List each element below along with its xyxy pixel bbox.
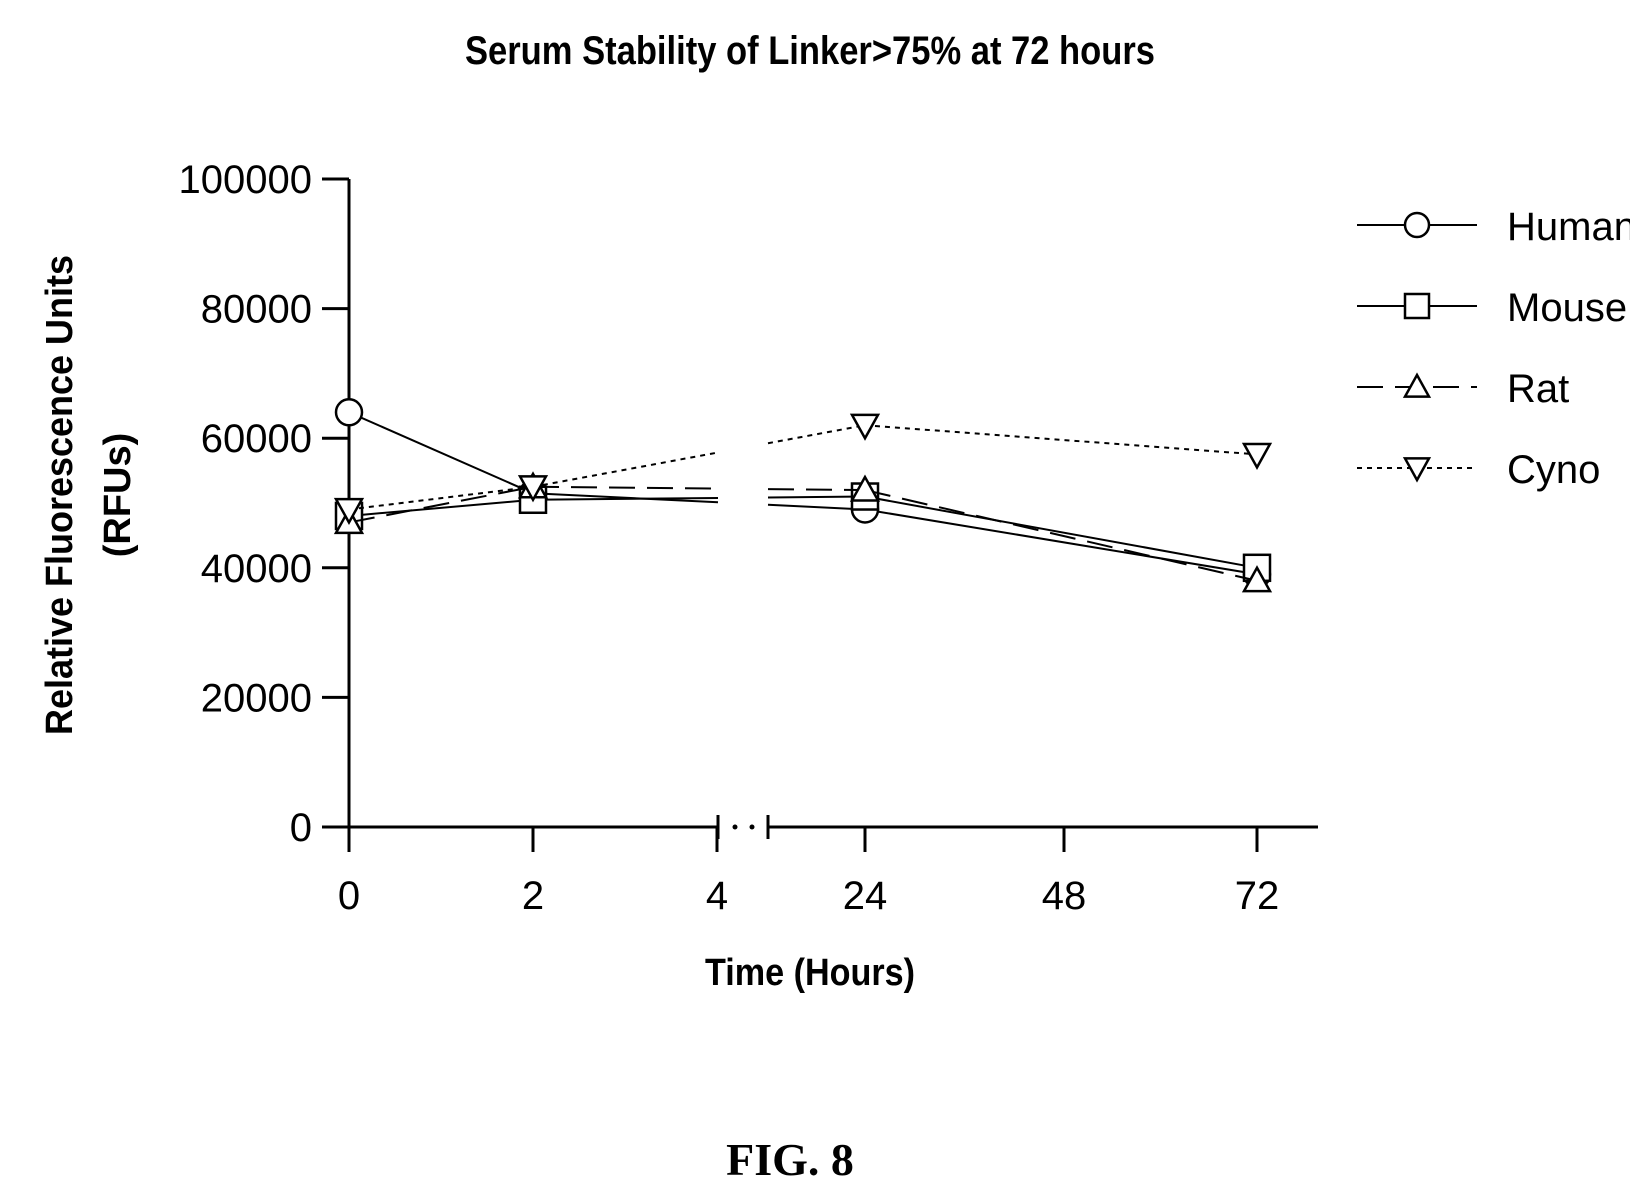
x-tick-label: 4 — [706, 874, 728, 918]
chart-title: Serum Stability of Linker>75% at 72 hour… — [465, 29, 1155, 73]
axes — [322, 179, 1318, 839]
axis-break-dot — [749, 824, 755, 830]
series-group — [333, 398, 1273, 593]
series-line-segment — [532, 485, 719, 490]
series-line-segment — [348, 411, 534, 495]
y-tick-label: 80000 — [201, 288, 312, 332]
legend-item-cyno: Cyno — [1357, 448, 1600, 492]
series-line-segment — [767, 503, 866, 511]
legend: Human Mouse Rat Cyno — [1357, 205, 1630, 492]
marker-triangle-down — [1241, 442, 1273, 470]
y-tick-label: 40000 — [201, 547, 312, 591]
x-tick-label: 24 — [843, 874, 888, 918]
marker-triangle-down — [849, 413, 881, 441]
y-axis-label-line2: (RFUs) — [97, 433, 139, 558]
series-line-segment — [767, 424, 866, 445]
series-line-segment — [864, 508, 1258, 576]
series-line-segment — [767, 488, 866, 492]
series-line-segment — [348, 485, 534, 524]
x-tick-label: 2 — [522, 874, 544, 918]
series-line-segment — [348, 485, 534, 511]
legend-label: Rat — [1507, 367, 1569, 411]
x-ticks: 0 2 4 24 48 72 — [338, 827, 1279, 918]
series-line-segment — [532, 451, 719, 488]
legend-label: Cyno — [1507, 448, 1600, 492]
marker-triangle-up — [849, 474, 881, 502]
x-axis-label: Time (Hours) — [705, 952, 915, 994]
series-line-segment — [532, 492, 719, 504]
legend-label: Mouse — [1507, 286, 1627, 330]
marker-triangle-down — [333, 497, 365, 526]
marker-square — [1403, 292, 1431, 320]
series-line-segment — [348, 498, 534, 517]
series-line-segment — [864, 424, 1258, 456]
series-line-segment — [864, 489, 1258, 582]
marker-circle — [334, 398, 364, 427]
legend-item-rat: Rat — [1357, 367, 1569, 411]
series-cyno — [333, 413, 1273, 526]
legend-item-mouse: Mouse — [1357, 286, 1627, 330]
y-tick-label: 60000 — [201, 417, 312, 461]
y-tick-label: 0 — [290, 806, 312, 850]
legend-label: Human — [1507, 205, 1630, 249]
axis-break-dot — [732, 824, 738, 830]
marker-triangle-up — [1402, 372, 1432, 398]
y-axis-label: Relative Fluorescence Units (RFUs) — [39, 255, 139, 735]
x-tick-label: 72 — [1235, 874, 1280, 918]
y-ticks: 0 20000 40000 60000 80000 100000 — [179, 158, 349, 850]
marker-triangle-up — [1241, 565, 1273, 593]
marker-triangle-down — [1402, 457, 1432, 483]
x-tick-label: 48 — [1042, 874, 1087, 918]
y-axis-label-line1: Relative Fluorescence Units — [39, 255, 81, 735]
y-tick-label: 20000 — [201, 676, 312, 720]
x-tick-label: 0 — [338, 874, 360, 918]
series-rat — [333, 471, 1273, 593]
series-line-segment — [532, 496, 719, 501]
figure-label: FIG. 8 — [726, 1134, 854, 1185]
series-line-segment — [864, 495, 1258, 569]
marker-triangle-down — [517, 475, 549, 503]
legend-item-human: Human — [1357, 205, 1630, 249]
y-tick-label: 100000 — [179, 158, 312, 202]
series-human — [334, 398, 1272, 589]
marker-circle — [1403, 211, 1431, 239]
series-line-segment — [767, 495, 866, 499]
